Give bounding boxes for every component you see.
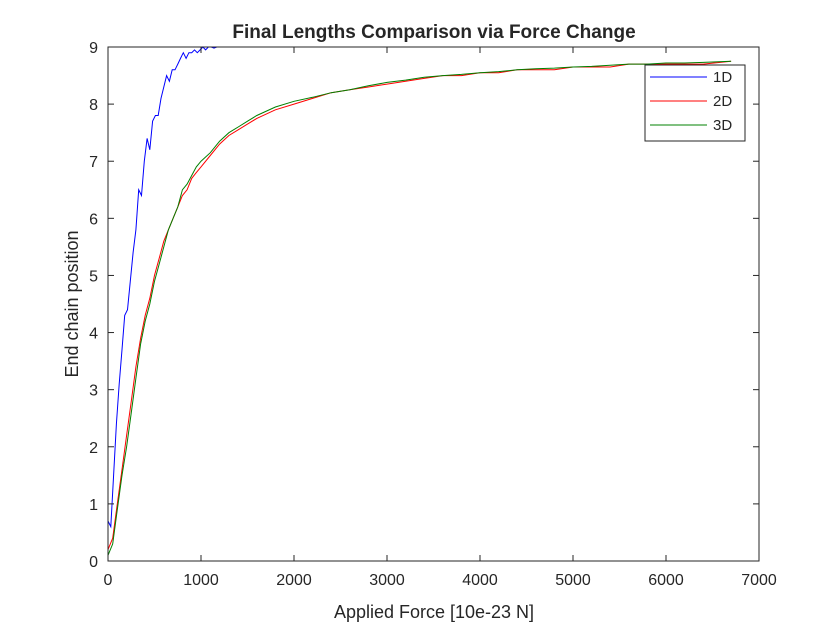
y-tick-label: 1 — [89, 497, 98, 514]
y-tick-label: 0 — [89, 554, 98, 571]
y-tick-label: 8 — [89, 97, 98, 114]
y-tick-label: 9 — [89, 40, 98, 57]
axes-box — [107, 46, 760, 562]
legend-box — [644, 64, 746, 142]
chart-title: Final Lengths Comparison via Force Chang… — [232, 22, 635, 43]
x-tick-label: 7000 — [741, 572, 777, 589]
y-tick-label: 2 — [89, 440, 98, 457]
y-tick-label: 6 — [89, 211, 98, 228]
y-tick-label: 7 — [89, 154, 98, 171]
legend: 1D 2D 3D — [644, 64, 746, 142]
series-line-2d — [107, 60, 732, 550]
series-line-3d — [107, 60, 732, 556]
x-tick-label: 3000 — [369, 572, 405, 589]
x-tick-label: 2000 — [276, 572, 312, 589]
x-axis-label: Applied Force [10e-23 N] — [334, 602, 534, 622]
y-tick-label: 5 — [89, 268, 98, 285]
y-tick-label: 4 — [89, 326, 98, 343]
y-tick-label: 3 — [89, 383, 98, 400]
legend-label-2d: 2D — [713, 93, 732, 110]
axes-layer: 0 1000 2000 3000 4000 5000 6000 7000 0 1 2 3 4 5 6 7 8 9 — [89, 40, 777, 589]
x-tick-label: 6000 — [648, 572, 684, 589]
x-tick-label: 4000 — [462, 572, 498, 589]
x-tick-label: 0 — [104, 572, 113, 589]
legend-label-3d: 3D — [713, 117, 732, 134]
y-axis-label: End chain position — [62, 230, 82, 377]
x-tick-label: 5000 — [555, 572, 591, 589]
x-tick-label: 1000 — [183, 572, 219, 589]
legend-label-1d: 1D — [713, 69, 732, 86]
